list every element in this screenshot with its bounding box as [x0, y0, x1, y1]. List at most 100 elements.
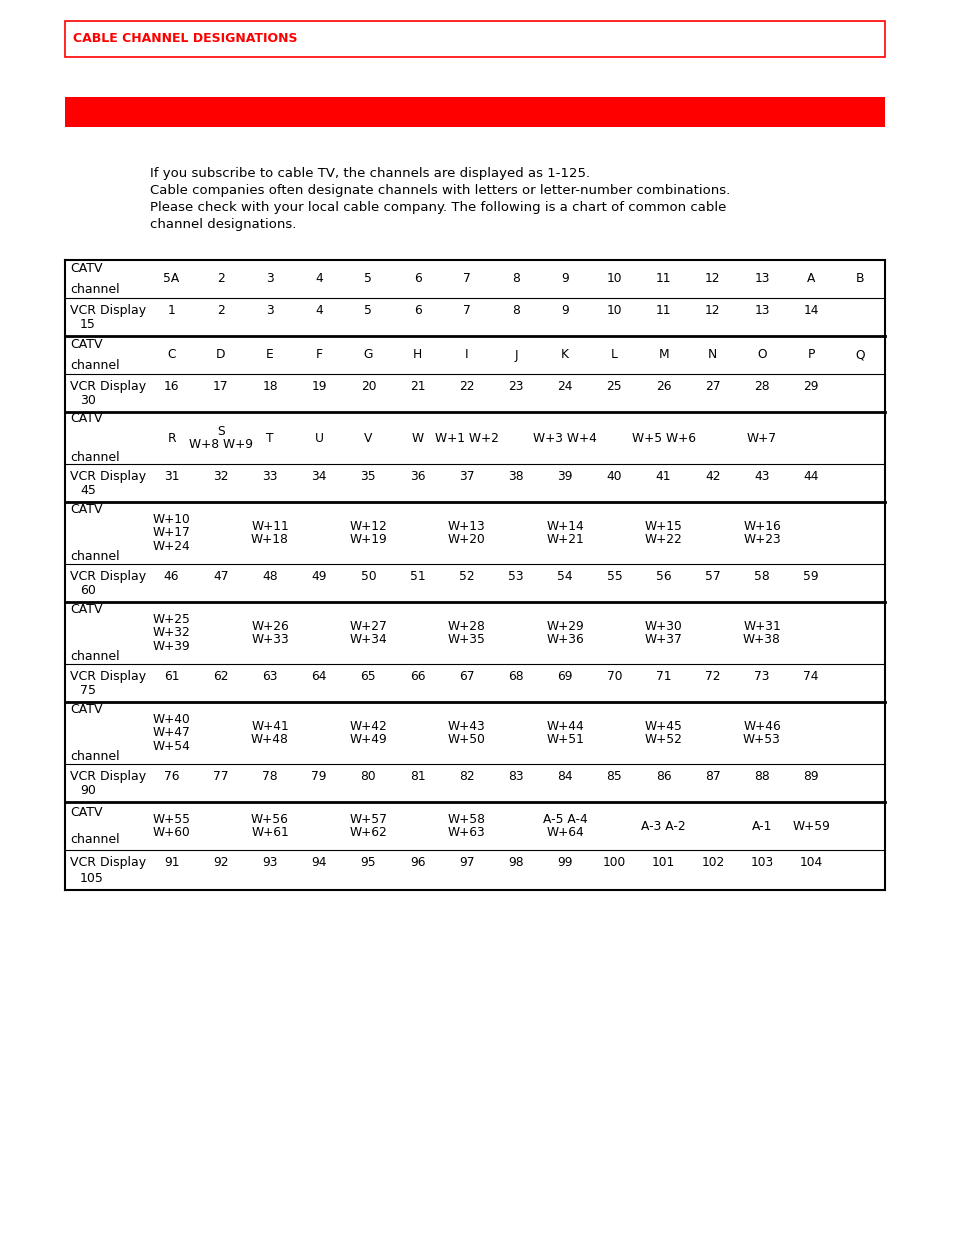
Text: 39: 39 — [557, 469, 573, 483]
Text: W+48: W+48 — [251, 734, 289, 746]
Text: W+60: W+60 — [152, 826, 191, 840]
Text: W+32: W+32 — [152, 626, 191, 640]
Text: 68: 68 — [508, 669, 523, 683]
Text: 54: 54 — [557, 569, 573, 583]
Text: 73: 73 — [754, 669, 769, 683]
Text: 47: 47 — [213, 569, 229, 583]
Text: channel: channel — [70, 832, 119, 846]
Text: W+23: W+23 — [742, 534, 781, 546]
Text: 6: 6 — [414, 273, 421, 285]
Text: 85: 85 — [606, 769, 621, 783]
Text: VCR Display: VCR Display — [70, 304, 146, 316]
Text: CABLE CHANNEL DESIGNATIONS: CABLE CHANNEL DESIGNATIONS — [73, 32, 297, 46]
Text: 72: 72 — [704, 669, 720, 683]
Bar — [65, 98, 884, 127]
Text: 58: 58 — [753, 569, 769, 583]
Text: 5: 5 — [364, 304, 372, 316]
Text: 8: 8 — [512, 304, 519, 316]
Text: 67: 67 — [458, 669, 474, 683]
Text: channel: channel — [70, 550, 119, 563]
Text: C: C — [167, 348, 175, 362]
Text: W+52: W+52 — [644, 734, 681, 746]
Text: W+13: W+13 — [448, 520, 485, 532]
Text: W+34: W+34 — [349, 634, 387, 646]
Text: W+25: W+25 — [152, 613, 191, 626]
Text: W+59: W+59 — [791, 820, 829, 832]
Text: 11: 11 — [655, 273, 671, 285]
Text: W+10: W+10 — [152, 513, 191, 526]
Text: 5A: 5A — [163, 273, 179, 285]
Text: 71: 71 — [655, 669, 671, 683]
Text: 93: 93 — [262, 856, 277, 869]
Text: 22: 22 — [458, 379, 474, 393]
Text: P: P — [806, 348, 814, 362]
Text: 23: 23 — [508, 379, 523, 393]
Text: 60: 60 — [80, 584, 95, 597]
Text: 55: 55 — [606, 569, 621, 583]
Text: W+8 W+9: W+8 W+9 — [189, 438, 253, 451]
Text: 98: 98 — [508, 856, 523, 869]
Text: W+27: W+27 — [349, 620, 387, 632]
Text: W+21: W+21 — [546, 534, 583, 546]
Text: W+39: W+39 — [152, 640, 191, 653]
Text: 13: 13 — [754, 273, 769, 285]
Text: 103: 103 — [750, 856, 773, 869]
Text: 53: 53 — [508, 569, 523, 583]
Text: 2: 2 — [216, 273, 225, 285]
Text: 21: 21 — [410, 379, 425, 393]
Text: K: K — [560, 348, 569, 362]
Text: Cable companies often designate channels with letters or letter-number combinati: Cable companies often designate channels… — [150, 184, 729, 198]
Text: L: L — [610, 348, 618, 362]
Text: 78: 78 — [262, 769, 277, 783]
Text: 27: 27 — [704, 379, 720, 393]
Text: 48: 48 — [262, 569, 277, 583]
Text: W+54: W+54 — [152, 740, 191, 753]
Text: W+51: W+51 — [546, 734, 583, 746]
Text: 20: 20 — [360, 379, 375, 393]
Text: Please check with your local cable company. The following is a chart of common c: Please check with your local cable compa… — [150, 201, 725, 214]
Text: 6: 6 — [414, 304, 421, 316]
Text: 13: 13 — [754, 304, 769, 316]
Text: W: W — [411, 431, 423, 445]
Text: 42: 42 — [704, 469, 720, 483]
Text: 91: 91 — [164, 856, 179, 869]
Text: 94: 94 — [311, 856, 327, 869]
Text: 87: 87 — [704, 769, 720, 783]
Text: W+31: W+31 — [742, 620, 781, 632]
Text: 37: 37 — [458, 469, 474, 483]
Text: W+57: W+57 — [349, 813, 387, 826]
Text: VCR Display: VCR Display — [70, 669, 146, 683]
Text: W+50: W+50 — [447, 734, 485, 746]
Text: H: H — [413, 348, 422, 362]
Text: CATV: CATV — [70, 262, 102, 275]
Text: 24: 24 — [557, 379, 573, 393]
Text: 96: 96 — [410, 856, 425, 869]
Text: W+5 W+6: W+5 W+6 — [631, 431, 695, 445]
Text: M: M — [658, 348, 668, 362]
Text: W+12: W+12 — [349, 520, 387, 532]
Text: 66: 66 — [410, 669, 425, 683]
Text: channel: channel — [70, 359, 119, 372]
Text: W+19: W+19 — [349, 534, 387, 546]
Text: 38: 38 — [508, 469, 523, 483]
Text: Q: Q — [855, 348, 864, 362]
Text: 41: 41 — [655, 469, 671, 483]
Text: channel: channel — [70, 650, 119, 663]
Text: W+16: W+16 — [742, 520, 781, 532]
Text: 80: 80 — [360, 769, 375, 783]
Text: channel designations.: channel designations. — [150, 219, 296, 231]
Text: 9: 9 — [560, 273, 569, 285]
Text: 97: 97 — [458, 856, 474, 869]
Text: 82: 82 — [458, 769, 474, 783]
Text: W+22: W+22 — [644, 534, 681, 546]
Text: CATV: CATV — [70, 806, 102, 819]
Text: W+63: W+63 — [448, 826, 485, 840]
Text: T: T — [266, 431, 274, 445]
Text: 35: 35 — [360, 469, 375, 483]
Text: W+36: W+36 — [546, 634, 583, 646]
Text: V: V — [364, 431, 373, 445]
Text: 11: 11 — [655, 304, 671, 316]
Text: 10: 10 — [606, 304, 621, 316]
Text: 51: 51 — [410, 569, 425, 583]
Text: 25: 25 — [606, 379, 621, 393]
